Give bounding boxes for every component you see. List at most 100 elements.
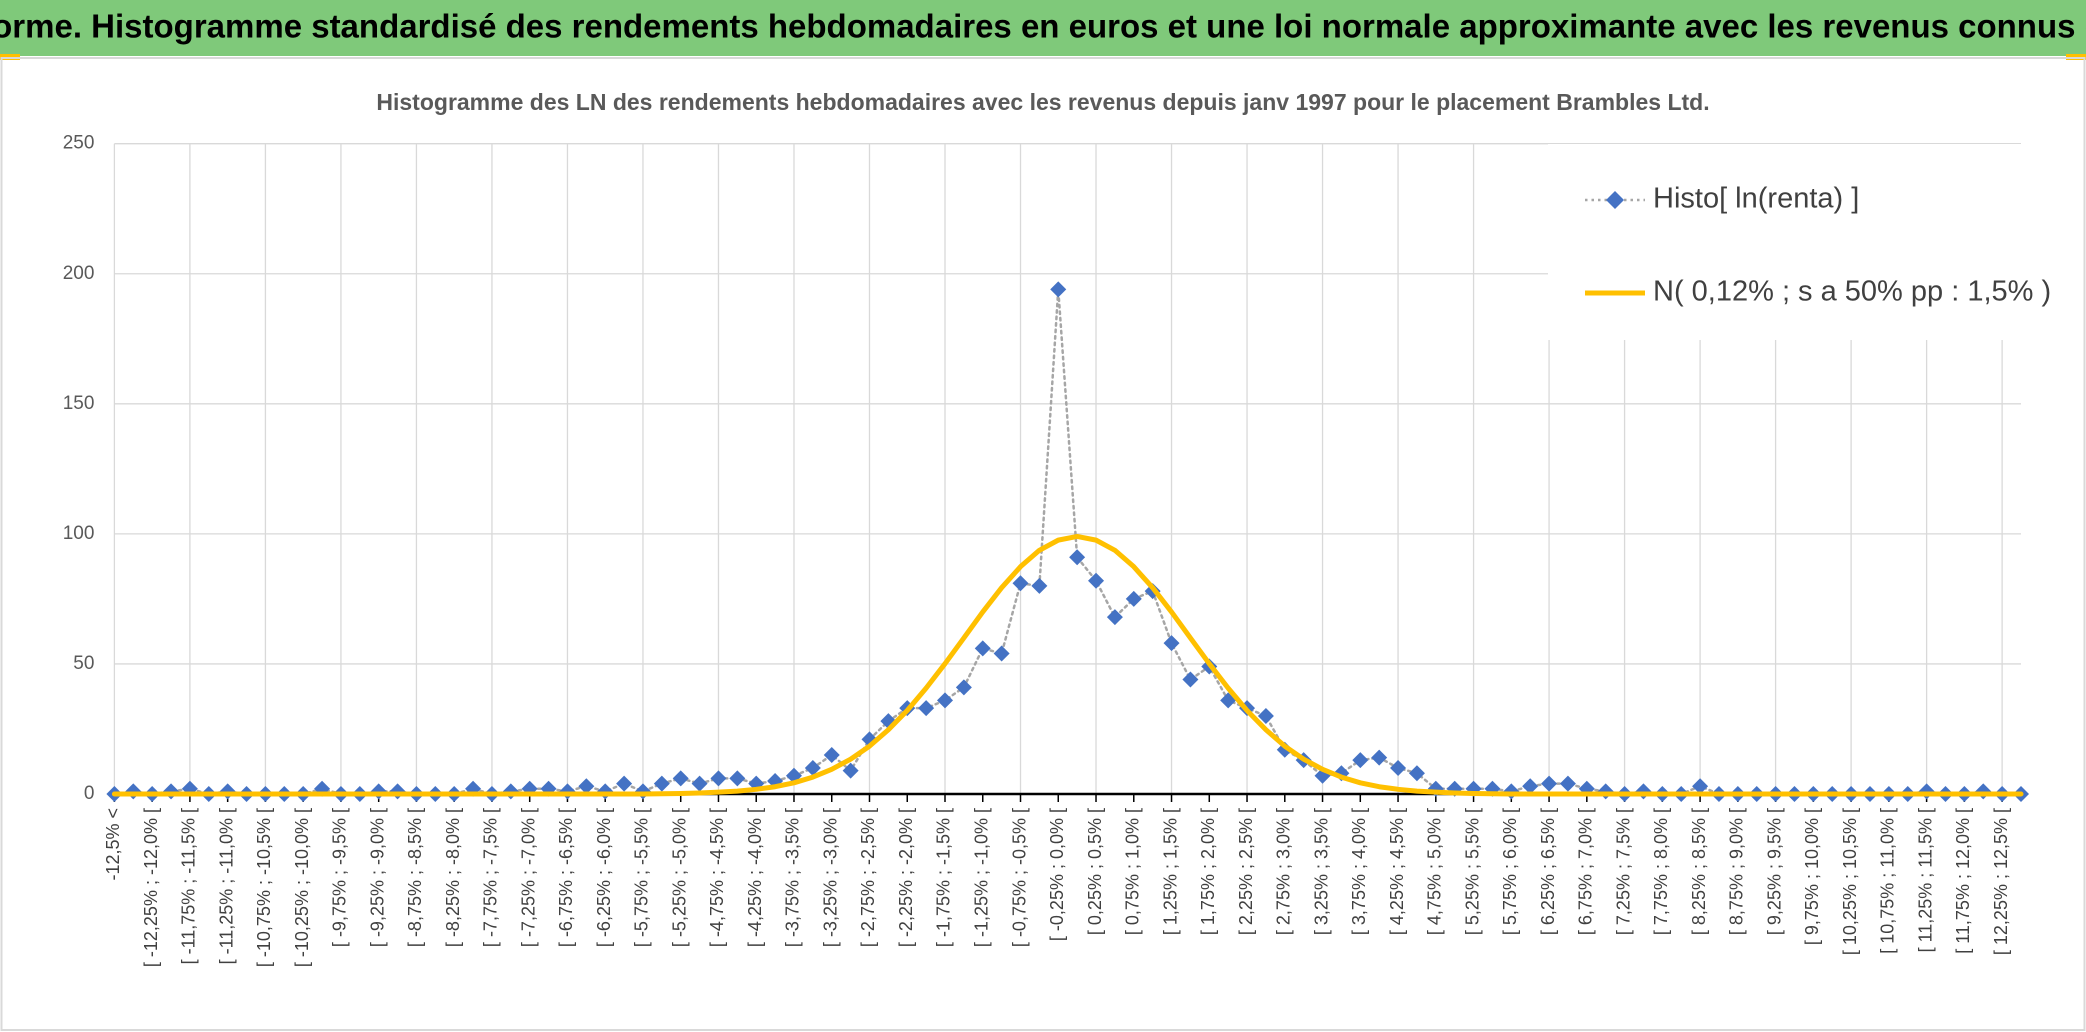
x-tick-label: [ -9,75% ; -9,5% [ <box>330 808 350 947</box>
marker <box>1541 775 1558 792</box>
x-tick-label: [ -0,75% ; -0,5% [ <box>1009 808 1029 947</box>
marker <box>974 640 991 657</box>
x-tick-label: [ -10,75% ; -10,5% [ <box>254 808 274 967</box>
series-line <box>111 533 2024 797</box>
x-tick-label: [ -3,25% ; -3,0% [ <box>820 808 840 947</box>
marker <box>672 770 689 787</box>
y-tick-label: 250 <box>63 133 95 154</box>
x-tick-label: [ -1,75% ; -1,5% [ <box>934 808 954 947</box>
marker <box>1125 590 1142 607</box>
x-tick-label: -12,5% < <box>103 808 123 881</box>
marker <box>842 762 859 779</box>
x-tick-label: [ 10,75% ; 11,0% [ <box>1878 808 1898 954</box>
marker <box>804 759 821 776</box>
x-tick-label: [ 0,25% ; 0,5% [ <box>1085 808 1105 935</box>
x-tick-label: [ -11,25% ; -11,0% [ <box>216 808 236 964</box>
legend-box <box>1548 144 2036 340</box>
x-tick-label: [ 6,25% ; 6,5% [ <box>1538 808 1558 935</box>
legend-label: Histo[ ln(renta) ] <box>1653 183 1859 215</box>
marks <box>106 281 2029 802</box>
marker <box>1522 778 1539 795</box>
x-tick-label: [ 6,75% ; 7,0% [ <box>1576 808 1596 935</box>
y-tick-label: 100 <box>63 523 95 544</box>
x-tick-label: [ 3,75% ; 4,0% [ <box>1349 808 1369 935</box>
x-tick-label: [ 5,75% ; 6,0% [ <box>1500 808 1520 935</box>
marker <box>1106 609 1123 626</box>
marker <box>1031 577 1048 594</box>
y-tick-label: 50 <box>73 653 94 674</box>
marker <box>1559 775 1576 792</box>
x-tick-label: [ 8,75% ; 9,0% [ <box>1727 808 1747 935</box>
marker <box>823 746 840 763</box>
x-tick-label: [ 1,75% ; 2,0% [ <box>1198 808 1218 935</box>
marker <box>710 770 727 787</box>
marker <box>1163 635 1180 652</box>
marker <box>1390 759 1407 776</box>
x-tick-label: [ -8,25% ; -8,0% [ <box>443 808 463 947</box>
y-tick-label: 150 <box>63 393 95 414</box>
y-tick-label: 200 <box>63 263 95 284</box>
marker <box>1692 778 1709 795</box>
marker <box>1088 572 1105 589</box>
x-tick-label: [ -7,25% ; -7,0% [ <box>518 808 538 947</box>
marker <box>1408 765 1425 782</box>
x-tick-label: [ -6,25% ; -6,0% [ <box>594 808 614 947</box>
marker <box>918 700 935 717</box>
x-tick-label: [ -2,75% ; -2,5% [ <box>858 808 878 947</box>
x-tick-label: [ 11,75% ; 12,0% [ <box>1953 808 1973 954</box>
x-tick-label: [ 4,75% ; 5,0% [ <box>1425 808 1445 935</box>
x-tick-label: [ -4,75% ; -4,5% [ <box>707 808 727 947</box>
x-tick-label: [ -9,25% ; -9,0% [ <box>367 808 387 947</box>
x-tick-label: [ -5,25% ; -5,0% [ <box>669 808 689 947</box>
x-tick-label: [ 5,25% ; 5,5% [ <box>1462 808 1482 935</box>
y-tick-label: 0 <box>84 783 95 804</box>
x-tick-label: [ -12,25% ; -12,0% [ <box>141 808 161 967</box>
marker <box>1371 749 1388 766</box>
x-tick-label: [ 11,25% ; 11,5% [ <box>1915 808 1935 952</box>
x-tick-label: [ -10,25% ; -10,0% [ <box>292 808 312 967</box>
x-tick-label: [ 9,75% ; 10,0% [ <box>1802 808 1822 945</box>
x-tick-label: [ 7,25% ; 7,5% [ <box>1613 808 1633 935</box>
x-tick-label: [ 0,75% ; 1,0% [ <box>1123 808 1143 935</box>
x-tick-label: [ 1,25% ; 1,5% [ <box>1160 808 1180 935</box>
marker <box>993 645 1010 662</box>
x-tick-label: [ -1,25% ; -1,0% [ <box>972 808 992 947</box>
x-tick-label: [ -5,75% ; -5,5% [ <box>632 808 652 947</box>
marker <box>1012 575 1029 592</box>
x-tick-label: [ 4,25% ; 4,5% [ <box>1387 808 1407 935</box>
x-tick-label: [ 2,25% ; 2,5% [ <box>1236 808 1256 935</box>
chart-title: Histogramme des LN des rendements hebdom… <box>376 89 1709 115</box>
x-tick-label: [ -3,75% ; -3,5% [ <box>783 808 803 947</box>
marker <box>616 775 633 792</box>
marker <box>1050 281 1067 298</box>
marker <box>936 692 953 709</box>
x-tick-label: [ -7,75% ; -7,5% [ <box>481 808 501 947</box>
marker <box>729 770 746 787</box>
legend-label: N( 0,12% ; s a 50% pp : 1,5% ) <box>1653 276 2051 308</box>
banner <box>0 0 2086 56</box>
marker <box>653 775 670 792</box>
x-tick-label: [ 2,75% ; 3,0% [ <box>1274 808 1294 935</box>
x-tick-label: [ -8,75% ; -8,5% [ <box>405 808 425 947</box>
banner-title: ADAM Informe. Histogramme standardisé de… <box>0 8 2086 45</box>
marker <box>691 775 708 792</box>
x-tick-label: [ 8,25% ; 8,5% [ <box>1689 808 1709 935</box>
x-tick-label: [ -2,25% ; -2,0% [ <box>896 808 916 947</box>
chart-border <box>0 57 2086 1031</box>
x-tick-label: [ 9,25% ; 9,5% [ <box>1764 808 1784 935</box>
legend-marker <box>1606 191 1624 209</box>
x-tick-label: [ 12,25% ; 12,5% [ <box>1991 808 2011 955</box>
marker <box>578 778 595 795</box>
marker <box>1182 671 1199 688</box>
x-tick-label: [ 7,75% ; 8,0% [ <box>1651 808 1671 935</box>
marker <box>1069 549 1086 566</box>
x-tick-label: [ 10,25% ; 10,5% [ <box>1840 808 1860 955</box>
axes: 0 50 100 150 200 250 -12,5% < [ -12,25% ; -12,0… <box>63 133 2021 967</box>
x-tick-label: [ -0,25% ; 0,0% [ <box>1047 808 1067 941</box>
x-tick-label: [ 3,25% ; 3,5% [ <box>1311 808 1331 935</box>
marker <box>1257 707 1274 724</box>
legend: Histo[ ln(renta) ] N( 0,12% ; s a 50% pp … <box>1548 144 2051 340</box>
x-tick-label: [ -11,75% ; -11,5% [ <box>179 808 199 964</box>
